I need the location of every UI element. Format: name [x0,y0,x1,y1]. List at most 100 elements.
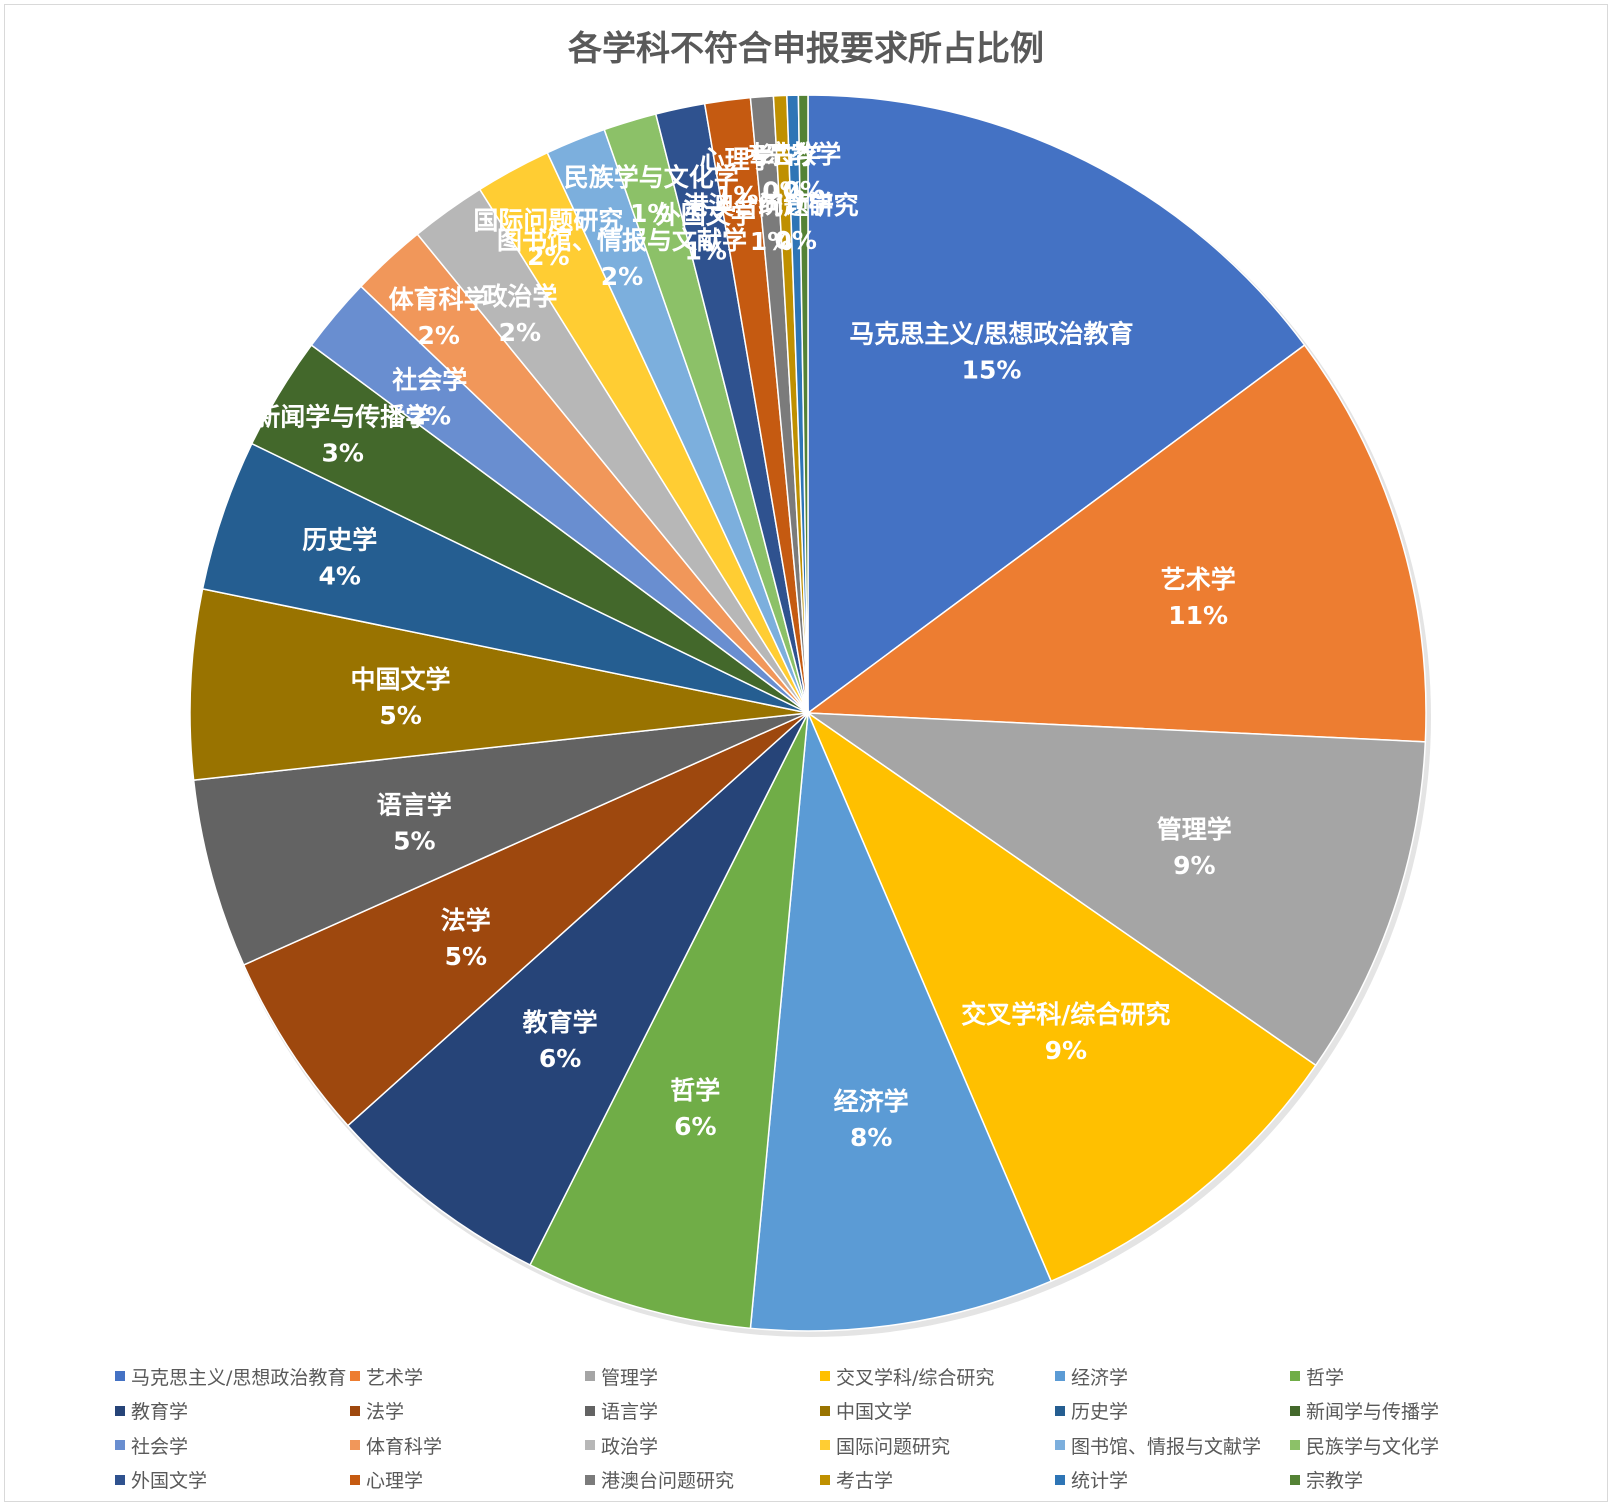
data-label-value: 1% [716,181,758,210]
data-label-9: 语言学 5% [377,791,452,856]
legend-item[interactable]: 外国文学 [115,1463,350,1498]
data-label-name: 社会学 [392,366,467,395]
legend-item[interactable]: 历史学 [1055,1394,1290,1429]
data-label-name: 经济学 [834,1087,909,1116]
legend-swatch [350,1405,360,1416]
legend-item[interactable]: 新闻学与传播学 [1290,1394,1525,1429]
data-label-value: 11% [1168,601,1228,630]
data-label-name: 马克思主义/思想政治教育 [849,320,1133,349]
data-label-name: 图书馆、情报与文献学 [497,226,747,255]
legend-label: 体育科学 [366,1435,443,1458]
legend-label: 国际问题研究 [836,1435,951,1458]
pie-slice-5[interactable] [749,712,1053,1332]
legend-item[interactable]: 法学 [350,1394,585,1429]
legend-swatch [820,1405,830,1416]
data-label-name: 宗教学 [766,140,841,169]
legend-item[interactable]: 政治学 [585,1428,820,1463]
pie-slice-24[interactable] [797,94,809,714]
legend-swatch [820,1371,830,1382]
legend-item[interactable]: 中国文学 [820,1394,1055,1429]
data-label-value: 1% [684,236,726,265]
legend-swatch [1055,1371,1065,1382]
pie-slice-1[interactable] [807,94,1306,715]
pie-slice-3[interactable] [805,712,1427,1067]
data-label-name: 交叉学科/综合研究 [961,1000,1170,1029]
legend-item[interactable]: 管理学 [585,1359,820,1394]
legend-item[interactable]: 港澳台问题研究 [585,1463,820,1498]
legend-swatch [820,1440,830,1451]
pie-slice-9[interactable] [192,712,809,966]
legend-label: 哲学 [1306,1366,1345,1389]
legend-item[interactable]: 体育科学 [350,1428,585,1463]
data-label-3: 管理学 9% [1157,815,1232,880]
legend-label: 教育学 [131,1401,189,1424]
legend-item[interactable]: 考古学 [820,1463,1055,1498]
legend-label: 宗教学 [1306,1470,1364,1493]
data-label-name: 哲学 [670,1076,720,1105]
data-label-name: 艺术学 [1161,565,1236,594]
chart-legend: 马克思主义/思想政治教育 艺术学 管理学 交叉学科/综合研究 经济学 哲学教育学 法学 语言学… [115,1359,1525,1495]
legend-label: 图书馆、情报与文献学 [1071,1435,1262,1458]
data-label-name: 教育学 [523,1008,598,1037]
legend-label: 统计学 [1071,1470,1129,1493]
pie-chart: 马克思主义/思想政治教育 15% 艺术学 11% 管理学 9% 交叉学科/综合研究 9% 经济学… [189,94,1431,1337]
legend-item[interactable]: 经济学 [1055,1359,1290,1394]
data-label-name: 语言学 [377,791,452,820]
pie-slice-4[interactable] [806,710,1317,1283]
pie-slice-2[interactable] [805,344,1427,743]
legend-swatch [820,1474,830,1485]
legend-label: 历史学 [1071,1401,1129,1424]
legend-item[interactable]: 马克思主义/思想政治教育 [115,1359,350,1394]
pie-slice-6[interactable] [528,712,809,1330]
legend-item[interactable]: 教育学 [115,1394,350,1429]
data-label-23: 统计学 0% [758,190,833,255]
legend-swatch [585,1371,595,1382]
data-label-8: 法学 5% [441,906,491,971]
data-label-21: 港澳台问题研究 1% [684,191,859,256]
data-label-name: 新闻学与传播学 [255,402,430,431]
legend-swatch [1290,1405,1300,1416]
legend-swatch [115,1371,125,1382]
data-label-name: 政治学 [482,282,557,311]
legend-swatch [585,1474,595,1485]
legend-item[interactable]: 社会学 [115,1428,350,1463]
legend-swatch [1290,1474,1300,1485]
data-label-value: 5% [445,942,487,971]
legend-item[interactable]: 心理学 [350,1463,585,1498]
legend-label: 交叉学科/综合研究 [836,1366,995,1389]
legend-swatch [1055,1440,1065,1451]
data-label-name: 民族学与文化学 [564,163,739,192]
pie-slice-10[interactable] [189,588,809,781]
data-label-name: 管理学 [1157,815,1232,844]
data-label-12: 新闻学与传播学 3% [255,402,430,467]
legend-item[interactable]: 交叉学科/综合研究 [820,1359,1055,1394]
legend-swatch [350,1371,360,1382]
legend-item[interactable]: 统计学 [1055,1463,1290,1498]
data-label-name: 中国文学 [351,665,451,694]
legend-item[interactable]: 哲学 [1290,1359,1525,1394]
legend-label: 政治学 [601,1435,659,1458]
data-label-value: 4% [319,561,361,590]
legend-item[interactable]: 艺术学 [350,1359,585,1394]
data-label-name: 法学 [441,906,491,935]
data-label-13: 社会学 2% [392,366,467,431]
data-label-value: 6% [674,1112,716,1141]
data-label-name: 国际问题研究 [473,206,623,235]
legend-swatch [1055,1405,1065,1416]
data-label-value: 2% [499,318,541,347]
legend-item[interactable]: 民族学与文化学 [1290,1428,1525,1463]
data-label-name: 外国文学 [656,200,756,229]
data-label-name: 历史学 [302,525,377,554]
data-label-18: 民族学与文化学 1% [564,163,739,228]
legend-item[interactable]: 国际问题研究 [820,1428,1055,1463]
data-label-20: 心理学 1% [700,145,775,210]
data-label-name: 心理学 [700,145,775,174]
legend-label: 社会学 [131,1435,189,1458]
data-label-value: 8% [850,1123,892,1152]
legend-item[interactable]: 语言学 [585,1394,820,1429]
pie-slice-8[interactable] [242,712,809,1127]
legend-item[interactable]: 宗教学 [1290,1463,1525,1498]
legend-item[interactable]: 图书馆、情报与文献学 [1055,1428,1290,1463]
pie-slice-7[interactable] [346,712,809,1266]
